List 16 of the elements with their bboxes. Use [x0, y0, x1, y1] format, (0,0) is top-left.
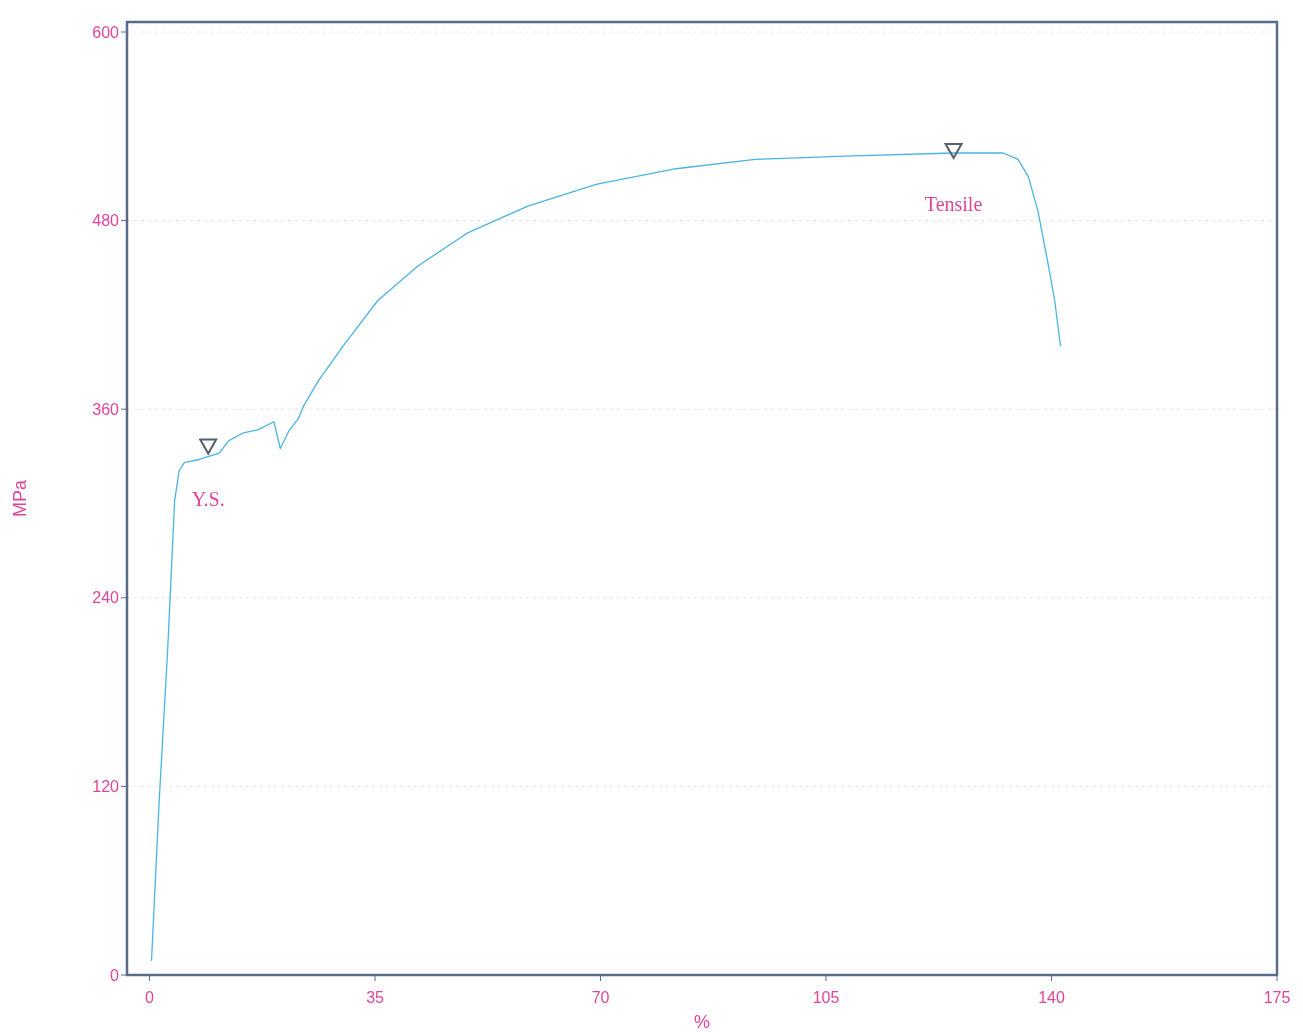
x-tick-label: 105	[812, 989, 840, 1006]
x-tick-label: 35	[366, 989, 385, 1006]
y-tick-label: 480	[92, 212, 120, 230]
y-tick-label: 360	[92, 400, 120, 418]
annotation: Y.S.	[191, 488, 225, 511]
x-tick-label: 0	[145, 989, 155, 1006]
y-tick-label: 0	[110, 966, 120, 984]
x-axis-title: %	[693, 1012, 711, 1032]
y-tick-label: 240	[92, 589, 120, 607]
annotation: Tensile	[924, 193, 983, 216]
y-tick-label: 600	[92, 23, 120, 41]
y-axis-title: MPa	[10, 479, 30, 518]
x-tick-label: 175	[1263, 989, 1291, 1006]
x-tick-label: 140	[1038, 989, 1065, 1006]
x-tick-label: 70	[591, 989, 610, 1006]
y-tick-label: 120	[92, 778, 120, 795]
